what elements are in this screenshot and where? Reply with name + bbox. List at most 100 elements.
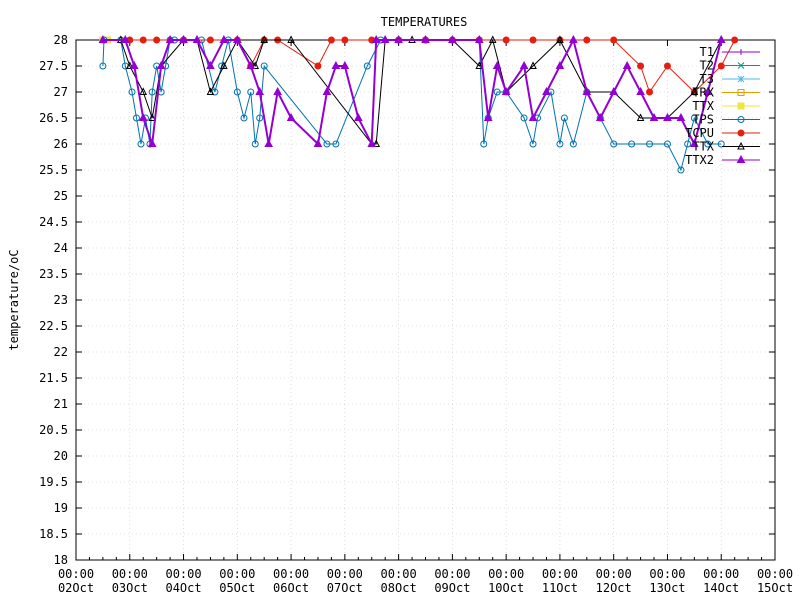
data-point bbox=[676, 112, 686, 121]
y-tick-label: 27 bbox=[54, 85, 68, 99]
data-point bbox=[492, 60, 502, 69]
legend-label: TTX2 bbox=[685, 153, 714, 167]
data-point bbox=[737, 141, 745, 150]
data-point bbox=[649, 112, 659, 121]
data-point bbox=[622, 60, 632, 69]
data-point bbox=[582, 86, 592, 95]
data-point bbox=[129, 60, 139, 69]
legend-label: TTX bbox=[692, 140, 714, 154]
x-tick-label-time: 00:00 bbox=[112, 567, 148, 581]
data-point bbox=[120, 34, 130, 43]
data-point bbox=[556, 140, 564, 148]
x-tick-label-time: 00:00 bbox=[596, 567, 632, 581]
chart-title: TEMPERATURES bbox=[381, 15, 468, 29]
data-point bbox=[738, 49, 744, 55]
data-point bbox=[737, 62, 745, 69]
x-tick-label-time: 00:00 bbox=[488, 567, 524, 581]
y-tick-label: 26 bbox=[54, 137, 68, 151]
y-tick-label: 21.5 bbox=[39, 371, 68, 385]
data-point bbox=[636, 113, 645, 121]
data-point bbox=[156, 60, 166, 69]
data-point bbox=[520, 114, 528, 122]
data-point bbox=[609, 86, 619, 95]
data-point bbox=[529, 140, 537, 148]
series-line bbox=[120, 38, 722, 145]
legend-item-tcpu: TCPU bbox=[685, 126, 760, 140]
y-tick-label: 23.5 bbox=[39, 267, 68, 281]
data-point bbox=[474, 34, 484, 43]
data-point bbox=[555, 60, 565, 69]
legend-item-trx: TRX bbox=[692, 86, 760, 100]
data-point bbox=[138, 112, 148, 121]
data-point bbox=[273, 86, 282, 95]
data-point bbox=[737, 89, 745, 96]
y-tick-label: 18.5 bbox=[39, 527, 68, 541]
x-tick-label-time: 00:00 bbox=[757, 567, 793, 581]
y-tick-label: 28 bbox=[54, 33, 68, 47]
data-point bbox=[340, 60, 350, 69]
data-point bbox=[610, 140, 618, 148]
data-point bbox=[341, 36, 349, 44]
data-point bbox=[147, 138, 157, 147]
x-tick-label-date: 13Oct bbox=[649, 581, 685, 595]
legend-item-t1: T1 bbox=[700, 45, 760, 59]
data-point bbox=[636, 86, 645, 95]
data-point bbox=[256, 114, 264, 122]
data-point bbox=[287, 35, 295, 43]
data-point bbox=[371, 34, 381, 43]
data-point bbox=[519, 60, 529, 69]
data-point bbox=[255, 86, 265, 95]
data-point bbox=[132, 114, 140, 122]
data-point bbox=[560, 114, 568, 122]
x-tick-label-time: 00:00 bbox=[58, 567, 94, 581]
y-tick-label: 23 bbox=[54, 293, 68, 307]
data-point bbox=[206, 87, 215, 95]
data-point bbox=[610, 36, 618, 44]
data-point bbox=[488, 35, 497, 43]
x-tick-label-date: 02Oct bbox=[58, 581, 94, 595]
data-point bbox=[448, 34, 457, 43]
data-point bbox=[737, 75, 745, 83]
x-tick-label-time: 00:00 bbox=[327, 567, 363, 581]
legend-label: TCPU bbox=[685, 126, 714, 140]
data-point bbox=[703, 86, 713, 95]
y-tick-label: 20 bbox=[54, 449, 68, 463]
x-tick-label-date: 10Oct bbox=[488, 581, 524, 595]
data-point bbox=[148, 113, 156, 121]
data-point bbox=[595, 112, 605, 121]
data-point bbox=[663, 62, 671, 70]
axes: 18 18.5 19 19.5 20 20.5 21 21.5 22 22.5 23 23.5 24 24… bbox=[39, 33, 793, 595]
data-point bbox=[125, 61, 134, 69]
x-tick-label-time: 00:00 bbox=[381, 567, 417, 581]
data-point bbox=[206, 36, 214, 44]
data-point bbox=[717, 140, 725, 148]
y-tick-label: 25 bbox=[54, 189, 68, 203]
data-point bbox=[480, 140, 488, 148]
x-tick-label-date: 06Oct bbox=[273, 581, 309, 595]
data-point bbox=[148, 88, 156, 96]
data-point bbox=[704, 140, 712, 148]
data-point bbox=[556, 35, 564, 43]
x-tick-label-date: 14Oct bbox=[703, 581, 739, 595]
data-point bbox=[314, 62, 322, 70]
data-point bbox=[663, 112, 672, 121]
data-point bbox=[716, 34, 726, 43]
x-tick-label-date: 09Oct bbox=[434, 581, 470, 595]
x-tick-label-date: 12Oct bbox=[596, 581, 632, 595]
data-point bbox=[313, 138, 323, 147]
x-tick-label-time: 00:00 bbox=[703, 567, 739, 581]
series-layer bbox=[98, 34, 739, 174]
data-point bbox=[179, 34, 188, 43]
y-tick-label: 26.5 bbox=[39, 111, 68, 125]
legend-label: T3 bbox=[700, 72, 714, 86]
data-point bbox=[137, 140, 145, 148]
data-point bbox=[394, 34, 403, 43]
data-point bbox=[192, 34, 202, 43]
data-point bbox=[646, 88, 654, 96]
data-point bbox=[475, 61, 484, 69]
data-point bbox=[583, 36, 591, 44]
data-point bbox=[690, 87, 699, 95]
data-point bbox=[736, 154, 746, 163]
data-point bbox=[139, 87, 148, 95]
